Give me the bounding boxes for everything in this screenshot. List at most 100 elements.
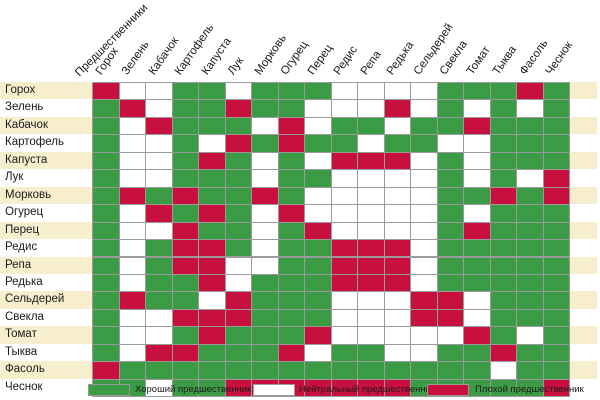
matrix-cell-good — [436, 256, 464, 275]
matrix-cell-good — [145, 273, 173, 293]
row-label: Картофель — [5, 136, 64, 149]
matrix-cell-good — [145, 186, 173, 206]
legend-swatch-bad — [427, 384, 469, 396]
matrix-cell-neutral — [145, 169, 173, 188]
matrix-cell-bad — [198, 151, 226, 171]
matrix-cell-neutral — [198, 291, 226, 310]
column-label: Перец — [305, 42, 336, 78]
matrix-cell-neutral — [118, 116, 146, 136]
matrix-cell-good — [463, 186, 491, 206]
matrix-cell-good — [436, 116, 464, 136]
matrix-cell-good — [330, 343, 358, 363]
matrix-cell-good — [198, 186, 226, 206]
matrix-cell-bad — [198, 239, 226, 258]
matrix-cell-good — [436, 169, 464, 188]
matrix-cell-neutral — [145, 82, 173, 101]
matrix-cell-bad — [118, 291, 146, 310]
matrix-cell-good — [489, 273, 517, 293]
row-label: Кабачок — [5, 118, 48, 131]
matrix-cell-good — [516, 361, 544, 380]
matrix-cell-good — [436, 239, 464, 258]
matrix-cell-good — [224, 239, 252, 258]
matrix-cell-good — [92, 273, 120, 293]
matrix-cell-good — [516, 239, 544, 258]
matrix-cell-good — [171, 151, 199, 171]
matrix-cell-good — [542, 291, 570, 310]
matrix-cell-neutral — [304, 99, 332, 118]
matrix-cell-good — [277, 361, 305, 380]
matrix-cell-good — [277, 239, 305, 258]
matrix-cell-good — [198, 221, 226, 241]
matrix-cell-neutral — [436, 326, 464, 345]
matrix-cell-good — [251, 291, 279, 310]
matrix-cell-bad — [383, 151, 411, 171]
matrix-cell-good — [383, 361, 411, 380]
matrix-cell-bad — [277, 116, 305, 136]
matrix-cell-good — [277, 99, 305, 118]
column-label: Зелень — [120, 38, 153, 78]
matrix-cell-good — [410, 116, 438, 136]
matrix-cell-neutral — [251, 239, 279, 258]
row-label: Лук — [5, 171, 24, 184]
matrix-cell-neutral — [251, 256, 279, 275]
column-label: Лук — [226, 55, 247, 78]
matrix-cell-bad — [542, 186, 570, 206]
matrix-cell-neutral — [304, 186, 332, 206]
row-label: Редька — [5, 275, 43, 288]
matrix-cell-good — [277, 256, 305, 275]
matrix-cell-bad — [463, 116, 491, 136]
matrix-cell-neutral — [357, 204, 385, 223]
matrix-cell-neutral — [436, 134, 464, 153]
matrix-cell-bad — [516, 82, 544, 101]
matrix-cell-neutral — [463, 169, 491, 188]
matrix-cell-neutral — [330, 82, 358, 101]
matrix-cell-neutral — [251, 221, 279, 241]
matrix-cell-bad — [436, 291, 464, 310]
matrix-cell-good — [516, 343, 544, 363]
matrix-cell-bad — [463, 326, 491, 345]
matrix-cell-good — [516, 273, 544, 293]
matrix-cell-good — [436, 361, 464, 380]
matrix-cell-bad — [330, 239, 358, 258]
matrix-cell-bad — [92, 82, 120, 101]
matrix-cell-neutral — [516, 169, 544, 188]
matrix-cell-bad — [383, 256, 411, 275]
matrix-cell-good — [516, 204, 544, 223]
matrix-cell-neutral — [383, 291, 411, 310]
matrix-cell-neutral — [410, 221, 438, 241]
matrix-cell-good — [277, 308, 305, 328]
matrix-cell-good — [542, 151, 570, 171]
matrix-cell-good — [224, 326, 252, 345]
matrix-cell-good — [224, 186, 252, 206]
matrix-cell-bad — [357, 151, 385, 171]
matrix-cell-good — [516, 221, 544, 241]
matrix-cell-neutral — [330, 291, 358, 310]
matrix-cell-neutral — [251, 169, 279, 188]
matrix-cell-good — [224, 343, 252, 363]
matrix-cell-neutral — [410, 99, 438, 118]
matrix-cell-good — [489, 116, 517, 136]
row-label: Томат — [5, 328, 37, 341]
matrix-cell-good — [489, 326, 517, 345]
matrix-cell-good — [304, 82, 332, 101]
matrix-cell-good — [542, 82, 570, 101]
matrix-cell-good — [171, 169, 199, 188]
matrix-cell-neutral — [330, 99, 358, 118]
matrix-cell-neutral — [330, 221, 358, 241]
matrix-cell-good — [463, 239, 491, 258]
matrix-cell-neutral — [357, 134, 385, 153]
matrix-cell-neutral — [383, 308, 411, 328]
matrix-cell-good — [357, 361, 385, 380]
row-label: Горох — [5, 84, 36, 96]
matrix-cell-good — [277, 151, 305, 171]
matrix-cell-bad — [383, 273, 411, 293]
matrix-cell-neutral — [410, 204, 438, 223]
row-label: Сельдерей — [5, 293, 65, 306]
matrix-cell-good — [304, 308, 332, 328]
matrix-cell-good — [92, 169, 120, 188]
row-label: Морковь — [5, 188, 52, 201]
row-label: Огурец — [5, 206, 44, 219]
matrix-cell-neutral — [410, 186, 438, 206]
matrix-cell-neutral — [410, 239, 438, 258]
matrix-cell-good — [436, 221, 464, 241]
